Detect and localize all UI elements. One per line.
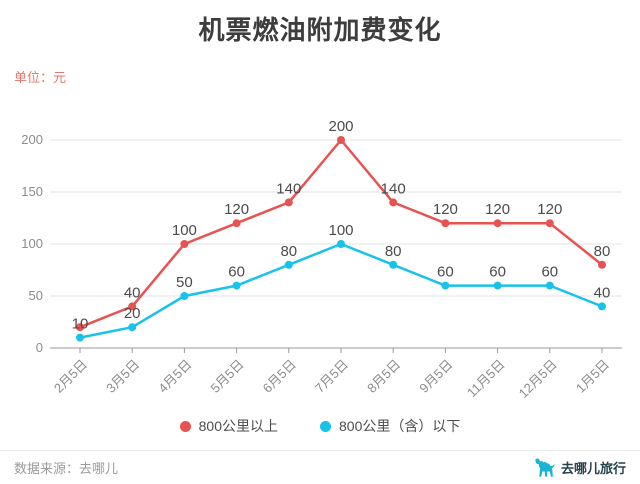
data-point-label: 120 — [433, 201, 458, 218]
y-axis-tick-label: 200 — [21, 132, 43, 147]
x-axis-tick-label: 7月5日 — [312, 357, 351, 396]
legend-label: 800公里（含）以下 — [339, 418, 461, 434]
data-point-label: 40 — [124, 284, 141, 301]
x-axis-tick-label: 11月5日 — [464, 357, 508, 401]
data-point-label: 60 — [541, 264, 558, 281]
data-source-text: 数据来源：去哪儿 — [14, 461, 119, 476]
data-point — [598, 302, 606, 311]
legend-dot-icon — [179, 420, 191, 432]
line-chart: 0 50 100 150 200 2月5日 3月5日 4月5日 5月5日 6月5日 7月5日 8月5日… — [21, 118, 622, 401]
x-axis-tick-label: 8月5日 — [364, 357, 403, 396]
data-point-label: 50 — [176, 274, 193, 291]
data-point-label: 60 — [489, 264, 506, 281]
data-point — [284, 260, 293, 269]
legend-label: 800公里以上 — [198, 418, 278, 434]
data-point-label: 120 — [224, 201, 249, 218]
data-point — [232, 219, 241, 228]
y-axis-tick-label: 50 — [29, 288, 43, 303]
camel-icon — [535, 458, 555, 477]
legend-item-below-800km[interactable]: 800公里（含）以下 — [320, 416, 460, 436]
y-axis-tick-label: 0 — [36, 340, 43, 355]
data-point-label: 60 — [228, 264, 245, 281]
data-point-label: 140 — [381, 180, 406, 197]
data-point — [76, 323, 84, 332]
footer: 数据来源：去哪儿 去哪儿旅行 — [0, 450, 640, 484]
data-point — [180, 240, 189, 248]
legend-dot-icon — [320, 420, 331, 432]
x-axis-tick-label: 12月5日 — [516, 357, 560, 401]
data-point-label: 80 — [385, 243, 402, 260]
data-point-label: 140 — [276, 180, 301, 197]
data-point-label: 10 — [72, 316, 89, 333]
data-point-label: 80 — [280, 243, 297, 260]
data-point — [337, 240, 345, 248]
data-point — [598, 260, 606, 269]
brand-logo: 去哪儿旅行 — [532, 457, 626, 478]
data-point — [493, 219, 502, 228]
x-axis-tick-label: 9月5日 — [416, 357, 455, 396]
data-point — [76, 333, 84, 342]
data-point — [128, 302, 137, 311]
x-axis-tick-label: 4月5日 — [155, 357, 194, 396]
data-point-label: 40 — [594, 284, 611, 301]
x-axis-tick-label: 3月5日 — [103, 357, 142, 396]
data-point-label: 100 — [328, 222, 353, 239]
brand-name: 去哪儿旅行 — [560, 461, 626, 476]
data-point-label: 120 — [537, 201, 562, 218]
data-point — [493, 281, 502, 290]
data-point — [284, 198, 293, 207]
data-point-label: 80 — [594, 243, 611, 260]
chart-title: 机票燃油附加费变化 — [198, 15, 442, 45]
data-point — [545, 281, 554, 290]
data-point — [128, 323, 137, 332]
x-axis-tick-label: 1月5日 — [573, 357, 612, 396]
data-point-label: 120 — [485, 201, 510, 218]
data-point — [232, 281, 241, 290]
data-point — [337, 136, 345, 144]
data-point — [389, 260, 398, 269]
data-point — [389, 198, 398, 207]
data-point-label: 200 — [328, 118, 353, 135]
series-line-below-800km — [78, 242, 604, 339]
unit-label: 单位：元 — [14, 70, 67, 85]
x-axis-tick-label: 5月5日 — [207, 357, 246, 396]
y-axis-tick-label: 100 — [21, 236, 43, 251]
data-point — [441, 281, 450, 290]
data-point-label: 100 — [172, 222, 197, 239]
data-point — [441, 219, 450, 228]
x-axis-tick-label: 2月5日 — [51, 357, 90, 396]
x-axis-tick-label: 6月5日 — [260, 357, 299, 396]
legend: 800公里以上 800公里（含）以下 — [0, 415, 640, 437]
data-point — [180, 292, 189, 300]
data-point — [545, 219, 554, 228]
data-point-label: 60 — [437, 264, 454, 281]
y-axis-tick-label: 150 — [21, 184, 43, 199]
data-point-label: 20 — [124, 305, 141, 322]
legend-item-above-800km[interactable]: 800公里以上 — [179, 416, 278, 436]
